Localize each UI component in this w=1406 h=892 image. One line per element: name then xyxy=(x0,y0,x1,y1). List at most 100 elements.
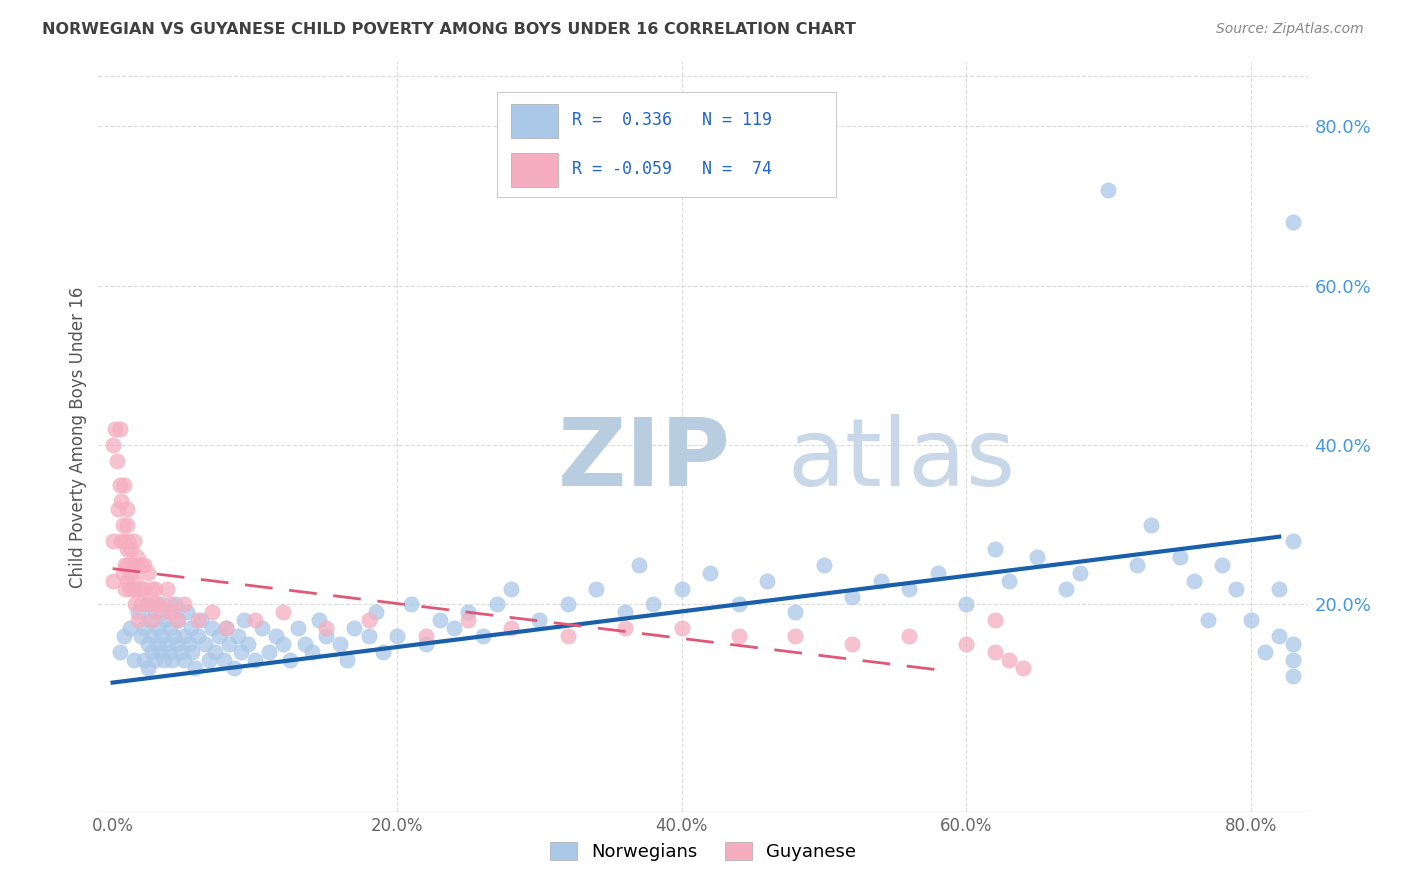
Point xyxy=(998,653,1021,667)
Point xyxy=(898,629,921,643)
Point xyxy=(301,645,323,659)
Point xyxy=(364,606,387,620)
Point xyxy=(127,582,149,596)
Point xyxy=(132,558,155,572)
Point xyxy=(1211,558,1233,572)
Point xyxy=(212,653,235,667)
Point xyxy=(1282,215,1305,229)
Point xyxy=(159,621,181,635)
Point xyxy=(215,621,238,635)
Point xyxy=(143,598,166,612)
Point xyxy=(118,582,141,596)
Point xyxy=(111,517,134,532)
Point xyxy=(699,566,721,580)
Point xyxy=(273,637,295,651)
Point xyxy=(108,478,131,492)
Point xyxy=(101,438,124,452)
Point xyxy=(1168,549,1191,564)
Point xyxy=(898,582,921,596)
Point xyxy=(110,533,132,548)
Point xyxy=(166,637,188,651)
Point xyxy=(727,629,749,643)
Point xyxy=(1282,653,1305,667)
Point xyxy=(136,598,159,612)
Point xyxy=(1268,582,1291,596)
Point xyxy=(841,637,863,651)
Point xyxy=(152,606,174,620)
Point xyxy=(141,614,163,628)
Point xyxy=(415,637,437,651)
Point xyxy=(215,621,238,635)
Point xyxy=(357,629,380,643)
Point xyxy=(785,606,807,620)
Point xyxy=(457,606,479,620)
Point xyxy=(315,629,337,643)
Point xyxy=(415,629,437,643)
Point xyxy=(1254,645,1277,659)
Point xyxy=(222,661,245,675)
Point xyxy=(232,614,254,628)
Point xyxy=(643,598,665,612)
Point xyxy=(143,653,166,667)
Point xyxy=(105,454,128,468)
Point xyxy=(1182,574,1205,588)
Point xyxy=(294,637,316,651)
Point xyxy=(955,598,977,612)
Point xyxy=(146,637,169,651)
Point xyxy=(108,645,131,659)
Point xyxy=(585,582,607,596)
Point xyxy=(101,533,124,548)
Point xyxy=(141,629,163,643)
Point xyxy=(115,517,138,532)
Point xyxy=(727,598,749,612)
Point xyxy=(229,645,252,659)
Point xyxy=(176,606,198,620)
Point xyxy=(120,541,142,556)
Point xyxy=(485,598,508,612)
Point xyxy=(208,629,231,643)
Point xyxy=(273,606,295,620)
Point xyxy=(136,637,159,651)
Point xyxy=(115,501,138,516)
Point xyxy=(155,614,177,628)
Point xyxy=(869,574,891,588)
Point xyxy=(127,606,149,620)
Point xyxy=(165,598,187,612)
Point xyxy=(443,621,465,635)
Point xyxy=(115,541,138,556)
Point xyxy=(243,653,266,667)
Point xyxy=(162,653,184,667)
Point xyxy=(785,629,807,643)
Point xyxy=(756,574,779,588)
Point xyxy=(150,598,173,612)
Point xyxy=(107,501,129,516)
Point xyxy=(194,637,217,651)
Point xyxy=(250,621,273,635)
Point xyxy=(153,653,176,667)
Point xyxy=(159,598,181,612)
Point xyxy=(257,645,280,659)
Text: atlas: atlas xyxy=(787,414,1017,506)
Point xyxy=(1097,183,1119,197)
Point xyxy=(141,645,163,659)
Point xyxy=(1069,566,1091,580)
Point xyxy=(1026,549,1049,564)
Point xyxy=(190,614,212,628)
Point xyxy=(118,558,141,572)
Point xyxy=(124,598,146,612)
Point xyxy=(343,621,366,635)
Point xyxy=(167,614,190,628)
Point xyxy=(184,661,207,675)
Point xyxy=(180,621,202,635)
Point xyxy=(198,653,221,667)
Text: Source: ZipAtlas.com: Source: ZipAtlas.com xyxy=(1216,22,1364,37)
Point xyxy=(1282,669,1305,683)
Point xyxy=(1225,582,1247,596)
Point xyxy=(187,629,209,643)
Point xyxy=(557,598,579,612)
Point xyxy=(129,598,152,612)
Point xyxy=(243,614,266,628)
Point xyxy=(187,614,209,628)
Point xyxy=(671,582,693,596)
Point xyxy=(166,614,188,628)
